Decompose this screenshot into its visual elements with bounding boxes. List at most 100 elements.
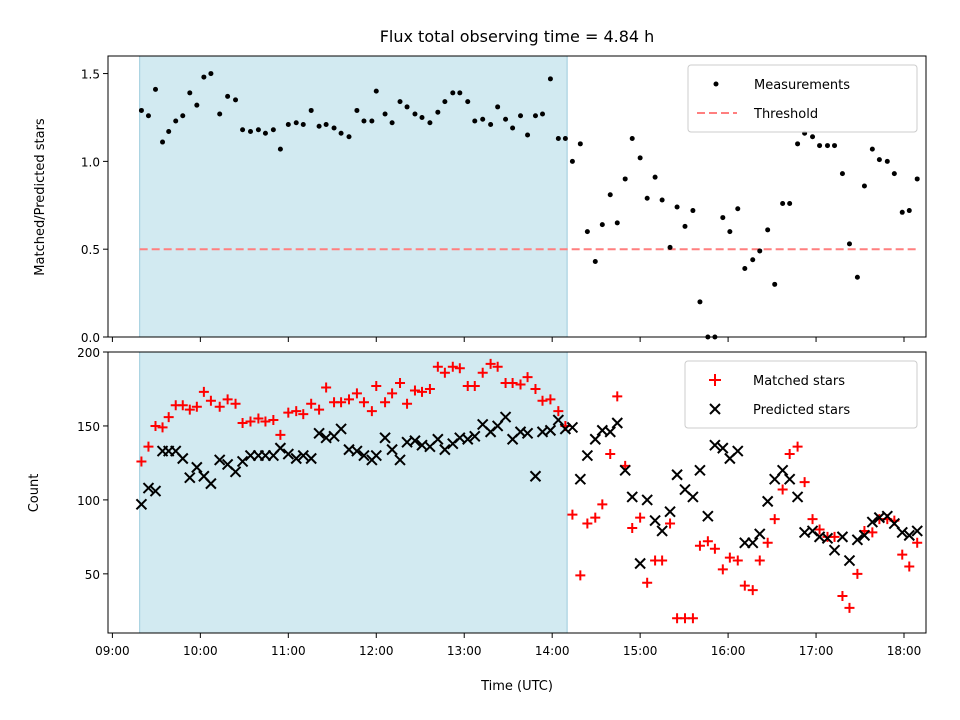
measurement-point [637, 155, 643, 161]
measurement-point [300, 121, 306, 127]
measurement-point [397, 99, 403, 105]
top-legend-box [687, 64, 918, 133]
matched-star-point [150, 420, 161, 431]
predicted-star-point [828, 544, 841, 556]
matched-star-point [387, 388, 398, 399]
matched-star-point [739, 580, 750, 591]
predicted-star-point [574, 473, 587, 485]
y-tick-label: 0.5 [81, 243, 100, 257]
matched-star-point [291, 406, 302, 417]
legend-measurements-label: Measurements [754, 78, 850, 93]
measurement-point [262, 130, 268, 136]
matched-star-point [184, 404, 195, 415]
measurement-point [201, 74, 207, 80]
matched-star-point [545, 394, 556, 405]
y-tick-label: 50 [85, 568, 100, 582]
measurement-point [532, 113, 538, 119]
measurement-point [659, 197, 665, 203]
matched-star-point [492, 361, 503, 372]
matched-star-point [702, 536, 713, 547]
matched-star-point [222, 394, 233, 405]
matched-star-point [844, 602, 855, 613]
measurement-point [382, 111, 388, 117]
matched-star-point [537, 395, 548, 406]
measurement-point [240, 127, 246, 133]
measurement-point [772, 281, 778, 287]
x-tick-label: 12:00 [359, 644, 394, 658]
matched-star-point [477, 367, 488, 378]
matched-star-point [530, 383, 541, 394]
matched-star-point [230, 398, 241, 409]
matched-star-point [605, 449, 616, 460]
measurement-point [173, 118, 179, 124]
matched-star-point [904, 561, 915, 572]
predicted-star-point [439, 443, 451, 456]
matched-star-point [321, 382, 332, 393]
predicted-star-point [177, 452, 189, 465]
measurement-point [765, 227, 771, 233]
predicted-star-point [858, 529, 871, 542]
predicted-star-point [469, 430, 481, 443]
y-tick-label: 200 [77, 346, 100, 360]
bottom-y-axis-label: Count [27, 474, 42, 513]
matched-star-point [143, 441, 154, 452]
predicted-star-point [626, 491, 638, 503]
x-tick-label: 13:00 [447, 644, 482, 658]
measurement-point [160, 139, 166, 145]
measurement-point [555, 136, 561, 142]
measurement-point [735, 206, 741, 212]
measurement-point [652, 174, 658, 180]
bottom-y-ticks: 50 100 150 200 [77, 346, 108, 582]
measurement-point [569, 158, 575, 164]
predicted-star-point [491, 420, 504, 432]
bottom-panel: 50 100 150 200 09:00 10:00 11:00 12:00 13:00 14:… [27, 346, 927, 694]
predicted-star-point [687, 491, 699, 503]
measurement-point [577, 141, 583, 147]
predicted-star-point [649, 514, 661, 527]
predicted-star-point [776, 464, 789, 477]
legend-measurements-marker [713, 81, 719, 87]
measurement-point [780, 201, 786, 207]
predicted-star-point [619, 464, 631, 477]
matched-star-point [717, 564, 728, 575]
measurement-point [547, 76, 553, 82]
measurement-point [369, 118, 375, 124]
matched-star-point [245, 416, 256, 427]
top-plot-frame [107, 55, 927, 338]
x-axis-label: Time (UTC) [480, 679, 553, 694]
legend-matched-marker [709, 374, 721, 386]
matched-star-point [814, 524, 825, 535]
predicted-star-point [305, 452, 317, 465]
measurement-point [465, 99, 471, 105]
matched-star-point [867, 527, 878, 538]
matched-star-point [454, 363, 465, 374]
matched-star-point [754, 555, 765, 566]
predicted-star-point [552, 414, 565, 426]
predicted-star-point [761, 495, 774, 508]
measurement-point [316, 123, 322, 129]
measurement-point [373, 88, 379, 94]
measurement-point [495, 104, 501, 110]
top-x-ticks [111, 337, 905, 342]
matched-star-point [409, 385, 420, 396]
legend-matched-label: Matched stars [753, 374, 845, 389]
predicted-star-point [149, 485, 162, 497]
measurement-point [757, 248, 763, 254]
predicted-star-point [888, 517, 901, 530]
matched-star-point [314, 404, 325, 415]
measurement-point [138, 107, 144, 113]
matched-star-point [432, 361, 443, 372]
predicted-star-point [866, 516, 879, 528]
measurement-point [584, 229, 590, 235]
matched-star-point [612, 391, 623, 402]
matched-star-point [402, 398, 413, 409]
measurement-point [419, 114, 425, 120]
predicted-star-point [656, 525, 668, 537]
measurement-point [742, 266, 748, 272]
measurement-point [194, 102, 200, 108]
legend-threshold-label: Threshold [753, 107, 818, 122]
measurement-point [323, 121, 329, 127]
matched-star-point [380, 397, 391, 408]
matched-star-point [260, 416, 271, 427]
